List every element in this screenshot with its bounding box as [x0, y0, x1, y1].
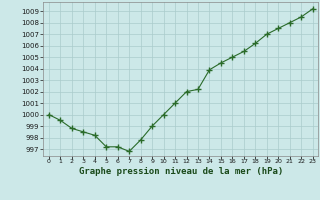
X-axis label: Graphe pression niveau de la mer (hPa): Graphe pression niveau de la mer (hPa) [79, 167, 283, 176]
